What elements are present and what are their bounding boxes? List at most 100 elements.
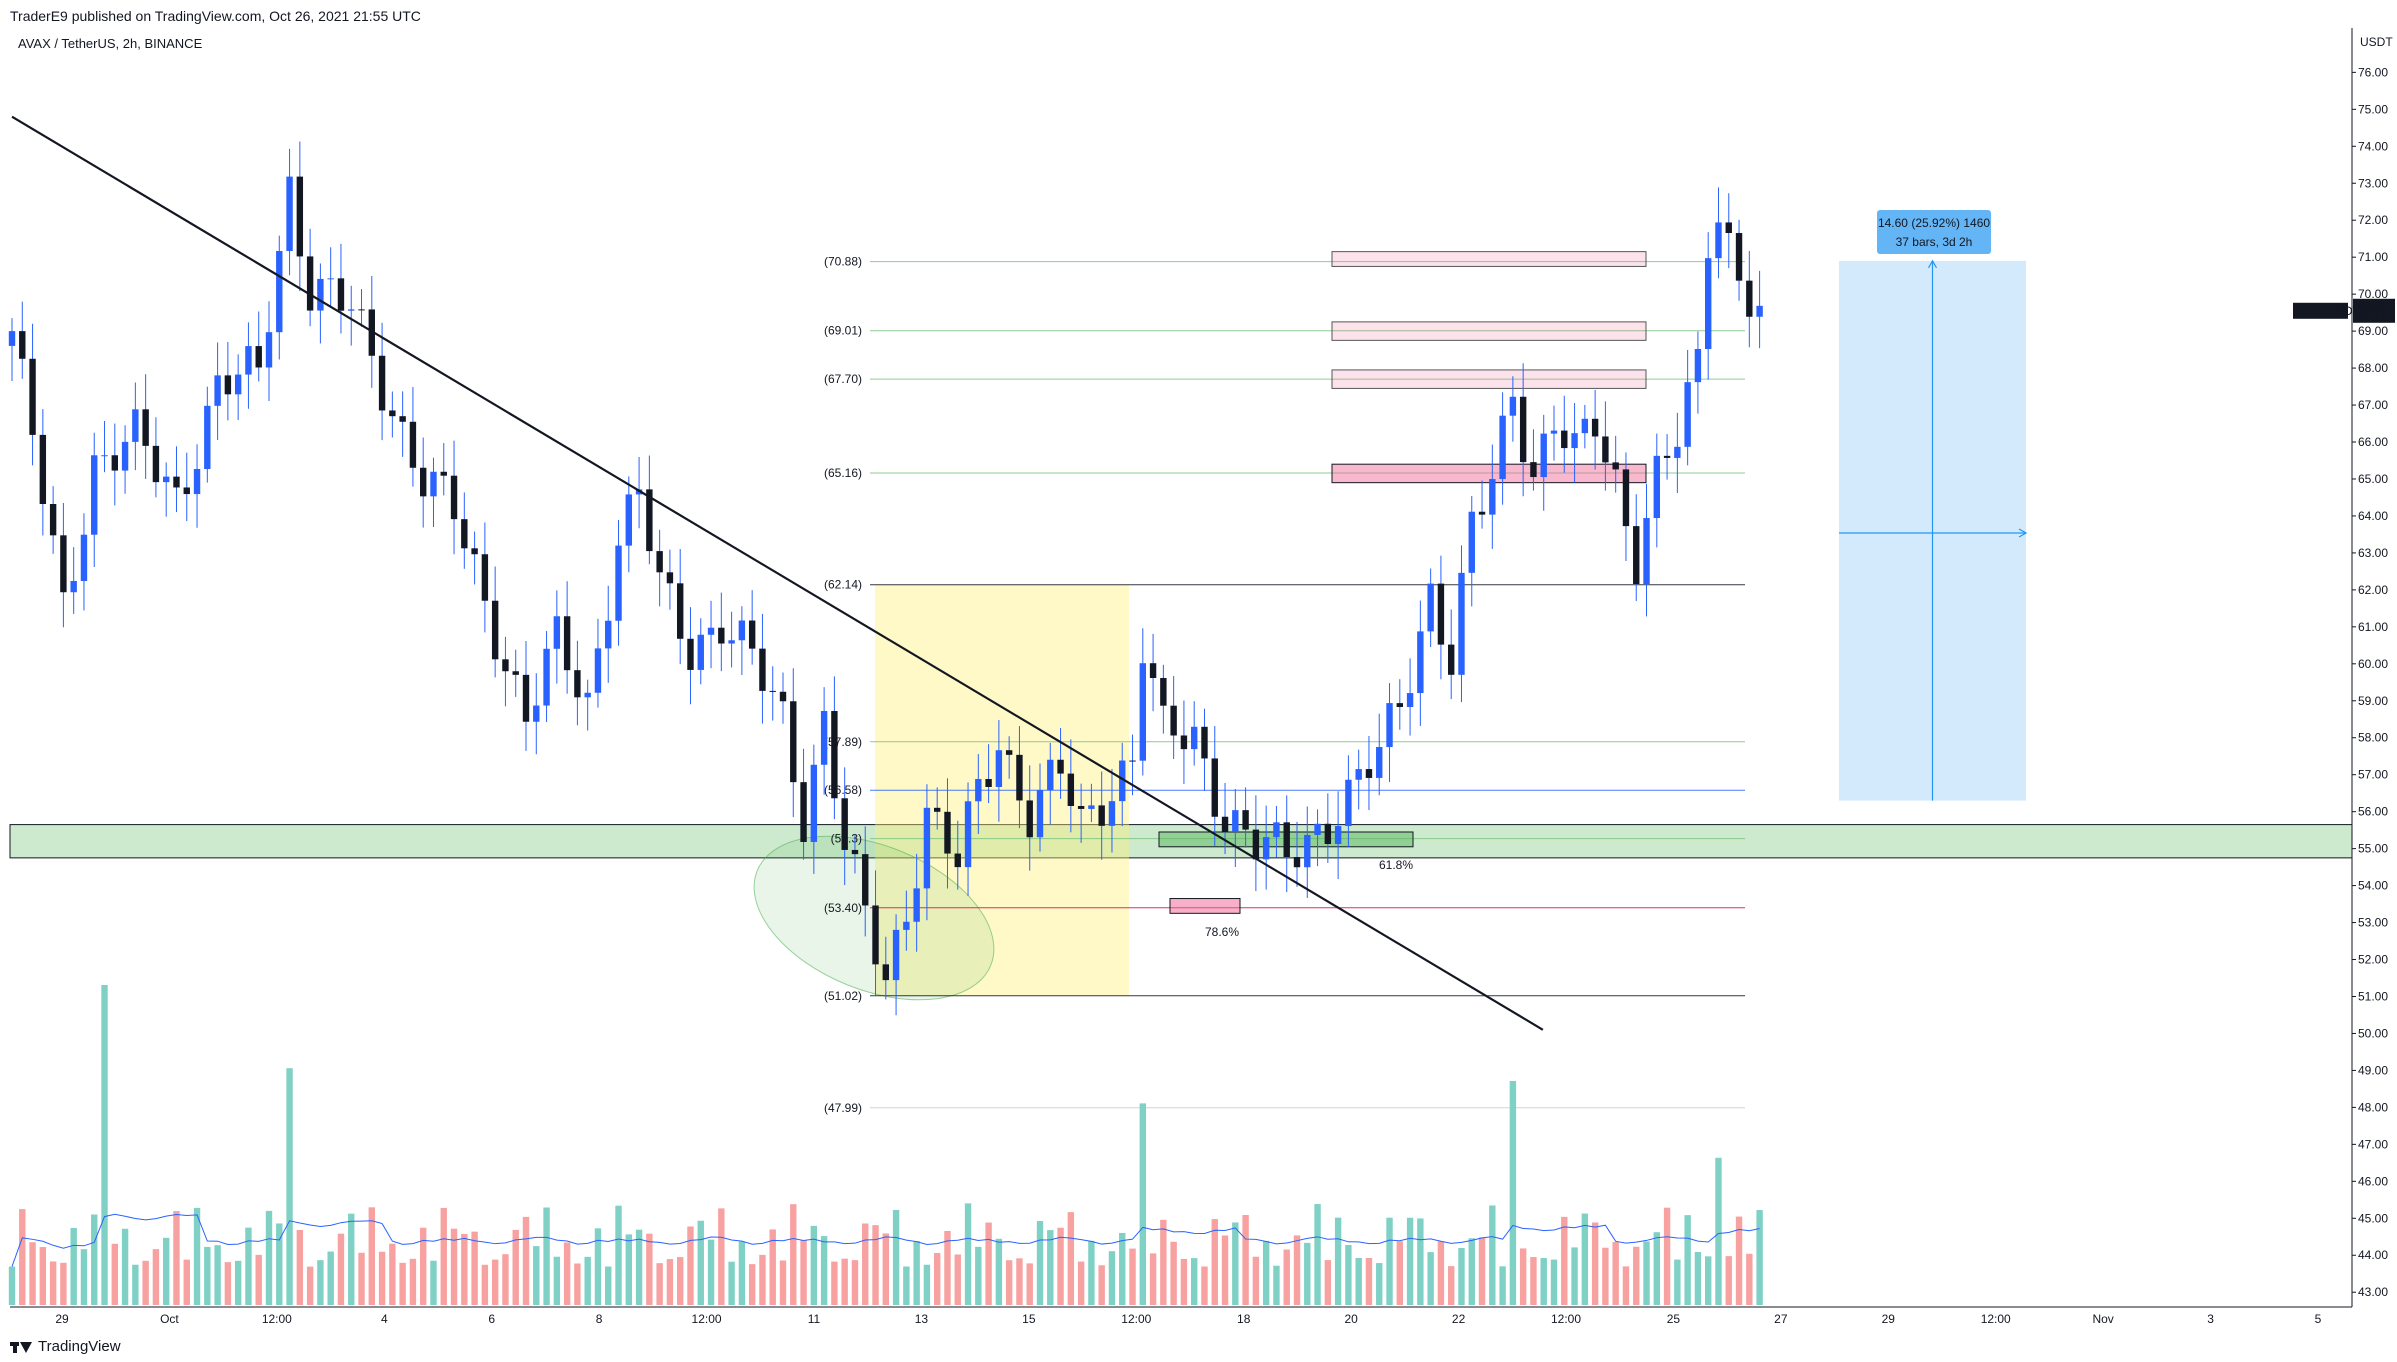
volume-bar-29: [306, 1266, 314, 1305]
candle-body-9: [101, 455, 108, 457]
volume-bar-12: [132, 1264, 139, 1305]
volume-bar-138: [1427, 1252, 1434, 1305]
volume-bar-26: [276, 1223, 283, 1305]
volume-bar-131: [1355, 1257, 1362, 1305]
candle-body-109: [1129, 760, 1136, 762]
price-axis-unit: USDT: [2360, 35, 2393, 49]
current-price-box: [2353, 298, 2395, 323]
volume-bar-145: [1499, 1266, 1506, 1305]
volume-bar-144: [1489, 1205, 1496, 1305]
candle-body-135: [1396, 703, 1403, 707]
fib-618-label: 61.8%: [1379, 858, 1413, 872]
candle-body-152: [1571, 433, 1578, 449]
candle-body-107: [1108, 801, 1116, 826]
volume-bar-31: [327, 1251, 334, 1305]
y-tick-13: 56.00: [2358, 805, 2388, 819]
candle-body-24: [255, 346, 262, 368]
candle-body-7: [80, 534, 88, 582]
candle-body-14: [152, 445, 160, 483]
candle-body-69: [718, 627, 725, 644]
candle-body-101: [1047, 759, 1054, 791]
volume-bar-42: [440, 1207, 447, 1305]
volume-bar-43: [450, 1228, 458, 1305]
volume-bar-37: [389, 1243, 396, 1305]
volume-bar-159: [1643, 1241, 1650, 1305]
candle-body-105: [1088, 805, 1095, 809]
y-tick-23: 66.00: [2358, 435, 2388, 449]
volume-bar-51: [533, 1246, 540, 1305]
candle-body-67: [697, 634, 704, 670]
candle-body-149: [1540, 433, 1547, 478]
candle-body-56: [584, 692, 591, 698]
y-tick-4: 47.00: [2358, 1137, 2388, 1151]
candle-body-146: [1509, 396, 1517, 416]
volume-bar-126: [1304, 1242, 1311, 1305]
y-tick-15: 58.00: [2358, 731, 2388, 745]
volume-bar-152: [1571, 1247, 1578, 1305]
candle-body-19: [204, 405, 211, 469]
y-tick-22: 65.00: [2358, 472, 2388, 486]
candle-body-134: [1386, 703, 1393, 748]
candle-body-78: [810, 764, 818, 842]
candle-body-113: [1170, 705, 1177, 736]
volume-bar-108: [1119, 1232, 1126, 1305]
fib-786-box: [1169, 898, 1241, 914]
candle-body-126: [1304, 834, 1311, 868]
volume-bar-1: [19, 1209, 26, 1305]
volume-bar-63: [656, 1263, 663, 1305]
candle-body-86: [892, 929, 900, 981]
candle-body-131: [1355, 769, 1362, 780]
candle-body-80: [831, 710, 838, 799]
x-tick-11: 18: [1237, 1312, 1251, 1326]
tradingview-brand: TradingView: [38, 1338, 121, 1355]
candle-body-82: [851, 849, 859, 855]
candle-body-145: [1499, 415, 1506, 480]
projection-label-line2: 37 bars, 3d 2h: [1896, 235, 1973, 249]
candle-body-157: [1622, 469, 1630, 527]
volume-bar-87: [903, 1266, 910, 1305]
volume-bar-8: [91, 1214, 98, 1305]
volume-bar-72: [748, 1264, 756, 1305]
volume-bar-76: [790, 1204, 797, 1305]
x-tick-19: Nov: [2092, 1312, 2113, 1326]
volume-bar-99: [1026, 1263, 1033, 1305]
volume-bars: [8, 985, 1763, 1305]
y-tick-21: 64.00: [2358, 509, 2388, 523]
candle-body-151: [1561, 430, 1568, 449]
volume-bar-56: [584, 1256, 591, 1305]
candle-body-70: [728, 640, 735, 644]
candle-body-54: [563, 616, 571, 671]
candle-body-94: [975, 779, 982, 802]
candle-body-12: [132, 409, 139, 442]
volume-bar-127: [1314, 1204, 1321, 1305]
x-tick-5: 8: [596, 1312, 603, 1326]
volume-bar-129: [1334, 1217, 1342, 1305]
candle-body-34: [358, 309, 365, 311]
volume-bar-154: [1591, 1222, 1599, 1305]
volume-bar-157: [1622, 1266, 1630, 1305]
volume-bar-111: [1149, 1253, 1157, 1305]
volume-bar-28: [296, 1230, 304, 1305]
volume-bar-38: [399, 1262, 406, 1305]
candle-body-155: [1602, 436, 1609, 463]
candle-body-37: [389, 410, 396, 417]
volume-bar-147: [1519, 1248, 1527, 1305]
candle-body-53: [553, 616, 561, 649]
candle-body-120: [1242, 810, 1249, 830]
volume-bar-67: [697, 1220, 704, 1305]
candle-body-118: [1221, 816, 1229, 833]
volume-bar-73: [759, 1254, 766, 1305]
y-tick-11: 54.00: [2358, 879, 2388, 893]
volume-bar-164: [1694, 1252, 1702, 1305]
volume-bar-34: [358, 1252, 365, 1305]
candle-body-28: [296, 176, 304, 257]
candle-body-100: [1036, 790, 1044, 838]
candle-body-13: [142, 409, 149, 446]
tradingview-footer[interactable]: TradingView: [10, 1338, 121, 1355]
volume-bar-121: [1252, 1256, 1260, 1305]
candle-body-62: [646, 489, 653, 552]
y-tick-24: 67.00: [2358, 398, 2388, 412]
volume-bar-88: [913, 1241, 920, 1305]
x-tick-6: 12:00: [692, 1312, 722, 1326]
